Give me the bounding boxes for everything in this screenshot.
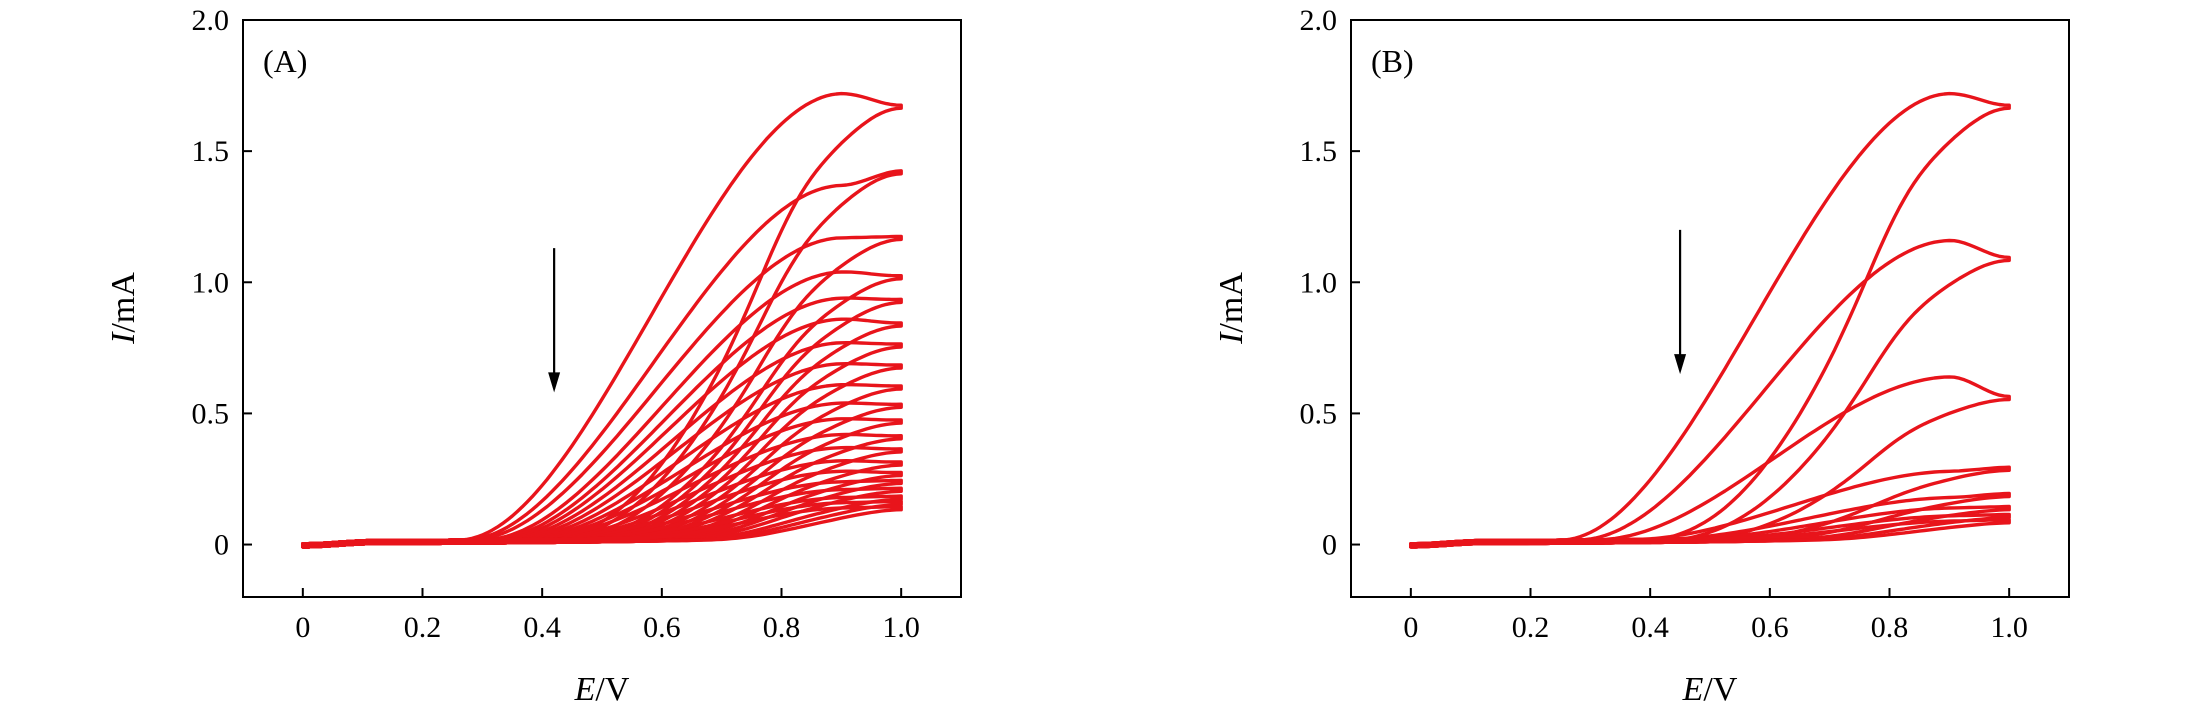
cv-cycle-20 bbox=[301, 504, 903, 549]
panel-label: (A) bbox=[263, 43, 307, 79]
x-tick-labels: 0 0.2 0.4 0.6 0.8 1.0 bbox=[295, 611, 920, 644]
x-tick-labels: 0 0.2 0.4 0.6 0.8 1.0 bbox=[1403, 611, 2028, 644]
decrease-arrow bbox=[1674, 229, 1687, 375]
cv-curves bbox=[301, 91, 903, 549]
y-axis-unit: /mA bbox=[105, 272, 142, 333]
y-axis-title: I/mA bbox=[105, 272, 142, 345]
x-tick-label: 0.8 bbox=[763, 611, 801, 644]
x-tick-label: 0.6 bbox=[643, 611, 681, 644]
y-tick-label: 1.5 bbox=[1300, 135, 1338, 168]
y-tick-label: 0.5 bbox=[192, 397, 230, 430]
arrow-head bbox=[1674, 354, 1687, 375]
y-tick-label: 1.5 bbox=[192, 135, 230, 168]
x-tick-label: 1.0 bbox=[882, 611, 920, 644]
y-tick-label: 1.0 bbox=[192, 266, 230, 299]
panel-b: 0 0.2 0.4 0.6 0.8 1.0 0 0.5 1.0 1.5 2.0 (B) E/V I… bbox=[1213, 4, 2070, 708]
plot-frame bbox=[242, 19, 962, 598]
axis-ticks bbox=[243, 19, 903, 597]
x-tick-label: 0.4 bbox=[1631, 611, 1669, 644]
x-tick-label: 0.8 bbox=[1871, 611, 1909, 644]
y-tick-label: 2.0 bbox=[192, 4, 230, 37]
decrease-arrow bbox=[548, 248, 561, 393]
x-tick-label: 0 bbox=[295, 611, 310, 644]
x-axis-title: E/V bbox=[1682, 671, 1738, 708]
y-tick-label: 1.0 bbox=[1300, 266, 1338, 299]
x-tick-label: 1.0 bbox=[1990, 611, 2028, 644]
y-axis-unit: /mA bbox=[1213, 272, 1250, 333]
x-axis-symbol: E bbox=[1682, 671, 1704, 708]
plot-frame bbox=[1350, 19, 2070, 598]
y-tick-label: 0 bbox=[214, 529, 229, 562]
y-tick-labels: 0 0.5 1.0 1.5 2.0 bbox=[192, 4, 230, 562]
x-axis-symbol: E bbox=[574, 671, 596, 708]
axis-ticks bbox=[1351, 19, 2011, 597]
y-axis-symbol: I bbox=[105, 331, 142, 345]
x-axis-title: E/V bbox=[574, 671, 630, 708]
x-tick-label: 0.2 bbox=[404, 611, 442, 644]
x-axis-unit: /V bbox=[595, 671, 629, 708]
x-axis-unit: /V bbox=[1703, 671, 1737, 708]
panel-a: 0 0.2 0.4 0.6 0.8 1.0 0 0.5 1.0 1.5 2.0 (A) E/V I… bbox=[105, 4, 962, 708]
y-axis-symbol: I bbox=[1213, 331, 1250, 345]
x-tick-label: 0.2 bbox=[1512, 611, 1550, 644]
x-tick-label: 0 bbox=[1403, 611, 1418, 644]
cv-curves bbox=[1409, 91, 2011, 549]
x-tick-label: 0.4 bbox=[523, 611, 561, 644]
arrow-head bbox=[548, 372, 561, 393]
y-tick-labels: 0 0.5 1.0 1.5 2.0 bbox=[1300, 4, 1338, 562]
x-tick-label: 0.6 bbox=[1751, 611, 1789, 644]
y-tick-label: 2.0 bbox=[1300, 4, 1338, 37]
cv-cycle-1 bbox=[1409, 91, 2011, 549]
cv-cycle-8 bbox=[1409, 517, 2011, 549]
y-tick-label: 0 bbox=[1322, 529, 1337, 562]
panel-label: (B) bbox=[1371, 43, 1414, 79]
y-axis-title: I/mA bbox=[1213, 272, 1250, 345]
y-tick-label: 0.5 bbox=[1300, 397, 1338, 430]
